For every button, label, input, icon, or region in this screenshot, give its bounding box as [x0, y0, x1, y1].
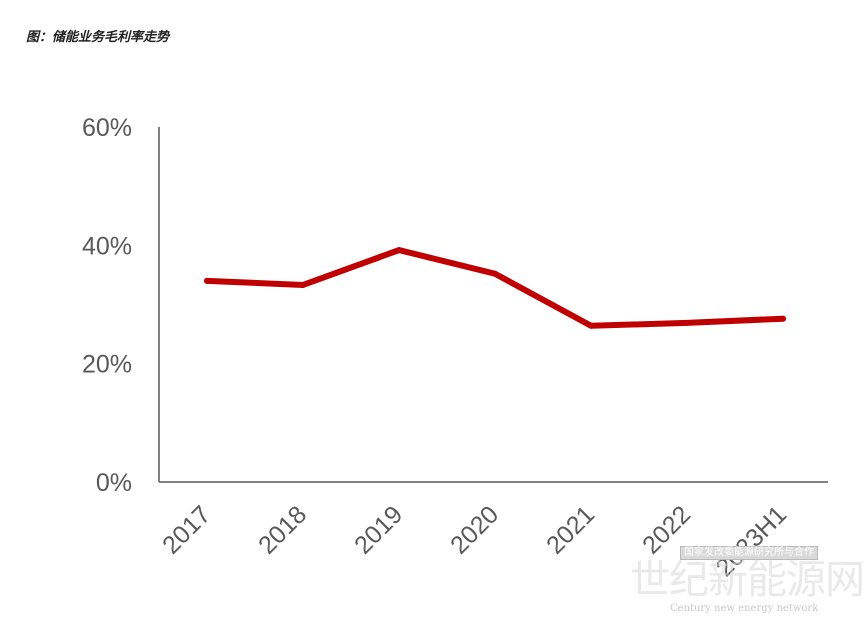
data-point: [204, 277, 210, 284]
data-point: [396, 247, 402, 254]
data-point: [300, 281, 306, 288]
x-tick-label: 2018: [253, 500, 312, 559]
y-tick-label: 0%: [96, 469, 132, 497]
data-point: [588, 322, 594, 329]
x-tick-label: 2020: [445, 500, 504, 559]
x-tick-label: 2019: [349, 500, 408, 559]
watermark-badge: 国家发改委能源研究所与合作: [680, 546, 818, 560]
y-tick-label: 60%: [82, 114, 132, 142]
y-tick-label: 40%: [82, 232, 132, 260]
watermark-logo-text: 世纪新能源网: [630, 557, 864, 603]
x-tick-label: 2017: [157, 500, 216, 559]
y-tick-label: 20%: [82, 351, 132, 379]
data-point: [780, 315, 786, 322]
x-tick-label: 2021: [541, 500, 600, 559]
data-point: [684, 319, 690, 326]
chart-title: 图：储能业务毛利率走势: [26, 30, 170, 45]
data-point: [492, 270, 498, 277]
series-line: [204, 247, 786, 329]
watermark-subtitle: Century new energy network: [670, 603, 819, 614]
